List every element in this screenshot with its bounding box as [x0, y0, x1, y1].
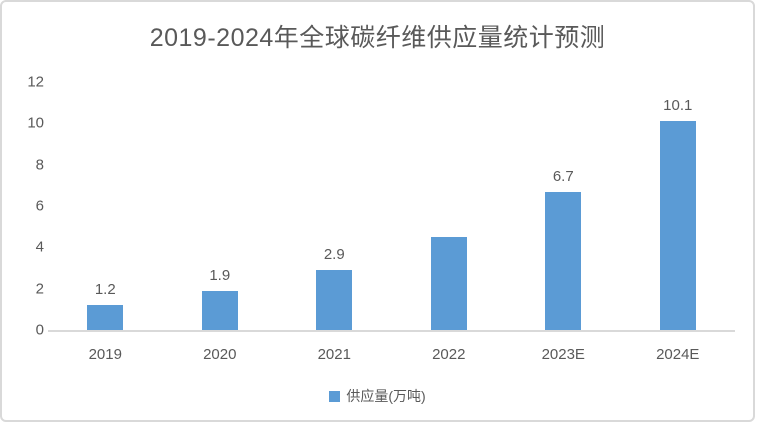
data-label-2023E: 6.7: [552, 167, 574, 185]
bar-2020: [201, 290, 238, 330]
legend-label: 供应量(万吨): [346, 388, 426, 404]
y-tick-label: 0: [35, 321, 44, 339]
x-tick-label-2024E: 2024E: [656, 346, 700, 363]
y-tick-label: 6: [35, 197, 44, 215]
bar-2019: [87, 305, 124, 330]
bar-2021: [316, 270, 353, 330]
data-label-2019: 1.2: [94, 281, 116, 299]
x-tick-label-2019: 2019: [88, 346, 122, 363]
x-tick-label-2021: 2021: [317, 346, 351, 363]
legend: 供应量(万吨): [2, 386, 753, 406]
bar-2023E: [545, 191, 582, 330]
y-tick-label: 8: [35, 156, 44, 174]
legend-color-swatch-icon: [329, 390, 341, 402]
bar-slot: 6.7: [506, 82, 621, 330]
chart-title: 2019-2024年全球碳纤维供应量统计预测: [149, 24, 606, 52]
data-label-2020: 1.9: [209, 266, 231, 284]
bar-slot: 1.2: [48, 82, 163, 330]
data-label-2024E: 10.1: [663, 97, 693, 115]
plot-area: 1.2 1.9 2.9 6.7 10.1: [48, 82, 735, 332]
x-tick-label-2020: 2020: [203, 346, 237, 363]
bar-slot: [392, 82, 507, 330]
x-axis: 2019 2020 2021 2022 2023E 2024E: [48, 346, 735, 366]
y-tick-label: 2: [35, 280, 44, 298]
y-axis: 0 2 4 6 8 10 12: [12, 74, 44, 339]
bar-2022: [430, 237, 467, 330]
x-tick-label-2022: 2022: [432, 346, 466, 363]
bar-slot: 2.9: [277, 82, 392, 330]
y-tick-label: 12: [27, 73, 44, 91]
data-label-2021: 2.9: [323, 246, 345, 264]
bar-2024E: [659, 121, 696, 330]
y-tick-label: 10: [27, 114, 44, 132]
bar-slot: 1.9: [163, 82, 278, 330]
y-tick-label: 4: [35, 238, 44, 256]
x-tick-label-2023E: 2023E: [541, 346, 585, 363]
bar-slot: 10.1: [621, 82, 736, 330]
